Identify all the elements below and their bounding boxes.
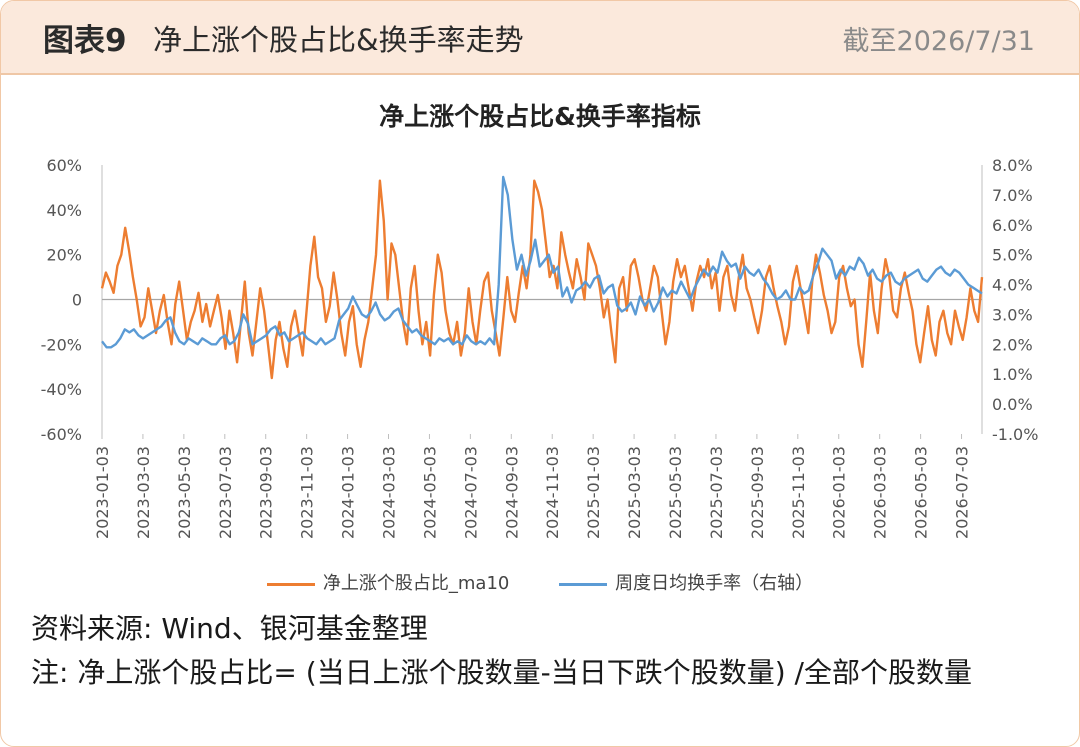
- legend-swatch-orange: [266, 582, 315, 586]
- x-tick-label: 2025-07-03: [707, 446, 726, 539]
- x-tick-label: 2025-05-03: [666, 446, 685, 539]
- x-tick-label: 2025-01-03: [584, 446, 603, 539]
- x-tick-label: 2023-03-03: [134, 446, 153, 539]
- x-tick-label: 2024-09-03: [502, 446, 521, 539]
- left-tick-label: -40%: [41, 380, 82, 399]
- figure-title: 净上涨个股占比&换手率走势: [153, 23, 524, 57]
- right-tick-label: 2.0%: [992, 335, 1033, 354]
- x-tick-label: 2026-03-03: [871, 446, 890, 539]
- x-tick-label: 2026-01-03: [830, 446, 849, 539]
- legend-item-turnover: 周度日均换手率（右轴）: [559, 569, 813, 595]
- x-tick-label: 2025-09-03: [748, 446, 767, 539]
- legend-item-net-rise: 净上涨个股占比_ma10: [266, 569, 510, 595]
- x-tick-label: 2023-07-03: [216, 446, 235, 539]
- x-tick-label: 2023-01-03: [93, 446, 112, 539]
- left-tick-label: 40%: [46, 201, 82, 220]
- right-tick-label: 0.0%: [992, 395, 1033, 414]
- right-tick-label: 1.0%: [992, 365, 1033, 384]
- right-tick-label: 8.0%: [992, 156, 1033, 175]
- figure-label: 图表9: [43, 23, 127, 59]
- legend-label-turnover: 周度日均换手率（右轴）: [615, 573, 814, 594]
- legend-swatch-blue: [559, 582, 608, 586]
- right-tick-label: 7.0%: [992, 186, 1033, 205]
- x-tick-label: 2024-11-03: [543, 446, 562, 539]
- x-tick-label: 2026-07-03: [953, 446, 972, 539]
- line-chart: -60% -40% -20% 0 20% 40% 60% -1.0% 0.0% 1.0% 2.0% 3…: [41, 156, 1039, 539]
- legend-label-net-rise: 净上涨个股占比_ma10: [322, 573, 510, 594]
- x-tick-label: 2023-05-03: [175, 446, 194, 539]
- chart-title: 净上涨个股占比&换手率指标: [379, 102, 701, 131]
- x-tick-label: 2024-07-03: [461, 446, 480, 539]
- x-tick-label: 2024-03-03: [380, 446, 399, 539]
- right-tick-label: 4.0%: [992, 276, 1033, 295]
- right-tick-label: 3.0%: [992, 305, 1033, 324]
- right-tick-label: -1.0%: [992, 425, 1038, 444]
- left-tick-label: 0: [72, 291, 82, 310]
- chart-legend: 净上涨个股占比_ma10 周度日均换手率（右轴）: [1, 569, 1079, 595]
- figure-date: 截至2026/7/31: [842, 26, 1035, 57]
- series-line-turnover: [101, 175, 983, 349]
- x-tick-label: 2023-09-03: [257, 446, 276, 539]
- x-tick-label: 2025-03-03: [625, 446, 644, 539]
- left-tick-label: 60%: [46, 156, 82, 175]
- x-tick-label: 2024-05-03: [420, 446, 439, 539]
- figure-header: 图表9 净上涨个股占比&换手率走势 截至2026/7/31: [1, 1, 1079, 75]
- definition-note: 注: 净上涨个股占比= (当日上涨个股数量-当日下跌个股数量) /全部个股数量: [31, 656, 972, 689]
- right-tick-label: 5.0%: [992, 246, 1033, 265]
- left-tick-label: -60%: [41, 425, 82, 444]
- x-tick-label: 2025-11-03: [789, 446, 808, 539]
- left-tick-label: 20%: [46, 246, 82, 265]
- x-tick-label: 2024-01-03: [339, 446, 358, 539]
- series-line-net-rise: [100, 179, 984, 380]
- source-note: 资料来源: Wind、银河基金整理: [31, 612, 428, 645]
- right-tick-label: 6.0%: [992, 216, 1033, 235]
- x-tick-label: 2023-11-03: [298, 446, 317, 539]
- left-tick-label: -20%: [41, 335, 82, 354]
- x-tick-label: 2026-05-03: [912, 446, 931, 539]
